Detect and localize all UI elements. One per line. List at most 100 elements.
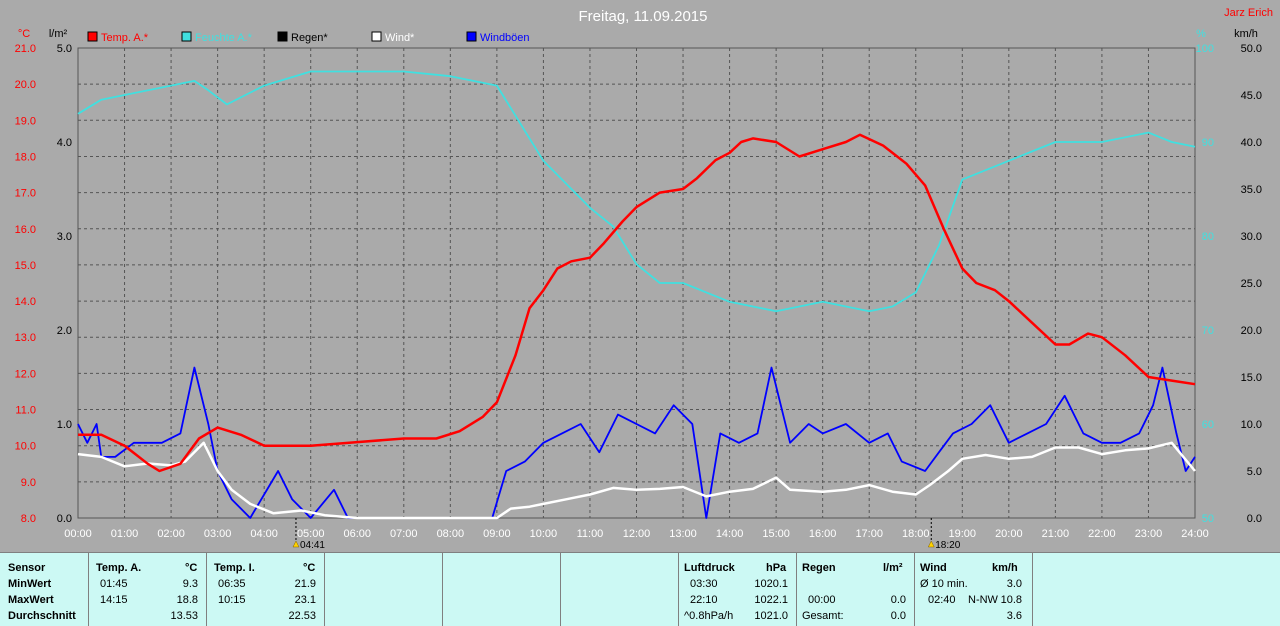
series-layer bbox=[77, 70, 1196, 520]
temp-tick-label: 20.0 bbox=[15, 79, 36, 91]
rain-axis-unit: l/m² bbox=[49, 28, 68, 40]
author-label: Jarz Erich bbox=[1224, 7, 1273, 19]
legend-swatch bbox=[181, 31, 192, 42]
header-temp-i: Temp. I. bbox=[214, 562, 255, 574]
legend-label: Temp. A.* bbox=[101, 32, 149, 44]
header-sensor: Sensor bbox=[8, 562, 46, 574]
row-label-avg: Durchschnitt bbox=[8, 610, 76, 622]
pressure-max-value: 1022.1 bbox=[754, 594, 788, 606]
temp-tick-label: 13.0 bbox=[15, 332, 36, 344]
temp-tick-label: 17.0 bbox=[15, 188, 36, 200]
temp-tick-label: 19.0 bbox=[15, 115, 36, 127]
temp-a-avg-value: 13.53 bbox=[170, 610, 198, 622]
temp-a-min-value: 9.3 bbox=[182, 578, 198, 590]
y-axis-ticks: 8.0 9.0 10.0 11.0 12.0 13.0 14.0 15.0 16.0 17.0 18… bbox=[15, 43, 1262, 525]
header-wind: Wind bbox=[920, 562, 947, 574]
rain-total-value: 0.0 bbox=[890, 610, 906, 622]
wind-tick-label: 0.0 bbox=[1247, 513, 1262, 525]
wind-tick-label: 40.0 bbox=[1241, 137, 1262, 149]
series-line bbox=[77, 70, 1196, 313]
legend-swatch bbox=[87, 31, 98, 42]
header-pressure: Luftdruck bbox=[684, 562, 735, 574]
humidity-axis-unit: % bbox=[1196, 28, 1206, 40]
rain-tick-label: 1.0 bbox=[57, 419, 72, 431]
series-line bbox=[78, 133, 1196, 473]
chart-title: Freitag, 11.09.2015 bbox=[579, 8, 708, 25]
x-tick-label: 00:00 bbox=[64, 528, 92, 540]
rain-total-label: Gesamt: bbox=[802, 610, 844, 622]
pressure-min-time: 03:30 bbox=[690, 578, 718, 590]
x-tick-label: 23:00 bbox=[1135, 528, 1163, 540]
sunrise-icon bbox=[292, 540, 300, 548]
weather-chart: Freitag, 11.09.2015 Jarz Erich °C l/m² %… bbox=[0, 0, 1280, 552]
wind-max-value: 10.8 bbox=[1000, 594, 1022, 606]
x-tick-label: 04:00 bbox=[250, 528, 278, 540]
table-divider bbox=[324, 553, 325, 626]
wind-tick-label: 30.0 bbox=[1241, 231, 1262, 243]
wind-tick-label: 50.0 bbox=[1241, 43, 1262, 55]
wind-max-dir: N-NW bbox=[968, 594, 998, 606]
wind-tick-label: 20.0 bbox=[1241, 325, 1262, 337]
temp-tick-label: 18.0 bbox=[15, 151, 36, 163]
temp-i-min-value: 21.9 bbox=[294, 578, 316, 590]
x-tick-label: 18:00 bbox=[902, 528, 930, 540]
pressure-avg-value: 1021.0 bbox=[754, 610, 788, 622]
temp-a-max-time: 14:15 bbox=[100, 594, 128, 606]
temp-i-max-value: 23.1 bbox=[294, 594, 316, 606]
wind-avg-label: Ø 10 min. bbox=[920, 578, 968, 590]
humidity-tick-label: 60 bbox=[1202, 419, 1214, 431]
x-tick-label: 22:00 bbox=[1088, 528, 1116, 540]
header-wind-unit: km/h bbox=[992, 562, 1018, 574]
x-tick-label: 15:00 bbox=[762, 528, 790, 540]
temp-tick-label: 11.0 bbox=[15, 405, 36, 417]
x-tick-label: 02:00 bbox=[157, 528, 185, 540]
x-tick-label: 24:00 bbox=[1181, 528, 1209, 540]
x-tick-label: 09:00 bbox=[483, 528, 511, 540]
legend-swatch bbox=[466, 31, 477, 42]
wind-axis-unit: km/h bbox=[1234, 28, 1258, 40]
series-line bbox=[77, 441, 1196, 520]
x-tick-label: 21:00 bbox=[1042, 528, 1070, 540]
x-tick-label: 16:00 bbox=[809, 528, 837, 540]
table-divider bbox=[442, 553, 443, 626]
x-tick-label: 12:00 bbox=[623, 528, 651, 540]
wind-tick-label: 25.0 bbox=[1241, 278, 1262, 290]
x-tick-label: 14:00 bbox=[716, 528, 744, 540]
header-pressure-unit: hPa bbox=[766, 562, 787, 574]
x-axis-ticks: 00:00 01:00 02:00 03:00 04:00 05:00 06:00 07:00… bbox=[64, 528, 1209, 540]
temp-i-avg-value: 22.53 bbox=[288, 610, 316, 622]
header-rain: Regen bbox=[802, 562, 836, 574]
legend-swatch bbox=[277, 31, 288, 42]
header-rain-unit: l/m² bbox=[883, 562, 903, 574]
sunset-label: 18:20 bbox=[935, 540, 960, 551]
wind-tick-label: 45.0 bbox=[1241, 90, 1262, 102]
temp-tick-label: 16.0 bbox=[15, 224, 36, 236]
wind-max-time: 02:40 bbox=[928, 594, 956, 606]
rain-max-value: 0.0 bbox=[890, 594, 906, 606]
series-line bbox=[77, 366, 1196, 519]
header-temp-a-unit: °C bbox=[185, 562, 198, 574]
legend-swatch bbox=[371, 31, 382, 42]
header-temp-a: Temp. A. bbox=[96, 562, 142, 574]
x-tick-label: 07:00 bbox=[390, 528, 418, 540]
wind-tick-label: 5.0 bbox=[1247, 466, 1262, 478]
rain-tick-label: 5.0 bbox=[57, 43, 72, 55]
table-divider bbox=[1032, 553, 1033, 626]
x-tick-label: 10:00 bbox=[530, 528, 558, 540]
temp-tick-label: 21.0 bbox=[15, 43, 36, 55]
temp-a-min-time: 01:45 bbox=[100, 578, 128, 590]
temp-i-min-time: 06:35 bbox=[218, 578, 246, 590]
humidity-tick-label: 90 bbox=[1202, 137, 1214, 149]
humidity-tick-label: 80 bbox=[1202, 231, 1214, 243]
x-tick-label: 08:00 bbox=[437, 528, 465, 540]
temp-tick-label: 12.0 bbox=[15, 368, 36, 380]
row-label-min: MinWert bbox=[8, 578, 52, 590]
wind-tick-label: 10.0 bbox=[1241, 419, 1262, 431]
x-tick-label: 20:00 bbox=[995, 528, 1023, 540]
x-tick-label: 03:00 bbox=[204, 528, 232, 540]
table-divider bbox=[678, 553, 679, 626]
header-temp-i-unit: °C bbox=[303, 562, 316, 574]
table-divider bbox=[206, 553, 207, 626]
temp-tick-label: 14.0 bbox=[15, 296, 36, 308]
temp-i-max-time: 10:15 bbox=[218, 594, 246, 606]
